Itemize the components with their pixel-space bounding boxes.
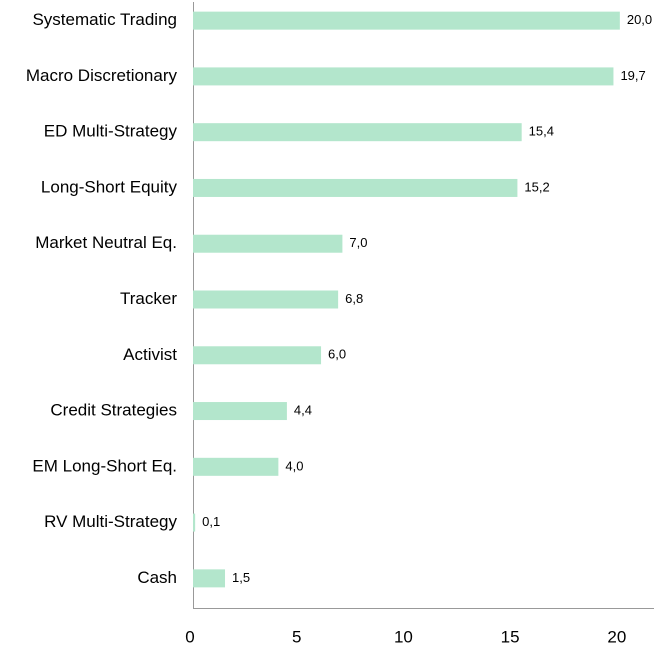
x-tick-label: 15: [501, 627, 520, 646]
bar: [193, 569, 226, 588]
x-tick-label: 20: [607, 627, 626, 646]
bar: [193, 290, 339, 309]
bar: [193, 67, 614, 86]
category-label: Long-Short Equity: [41, 177, 178, 196]
category-label: Activist: [123, 345, 177, 364]
bar: [193, 178, 518, 197]
x-tick-label: 10: [394, 627, 413, 646]
category-label: ED Multi-Strategy: [44, 122, 178, 141]
bar: [193, 234, 343, 253]
value-label: 20,0: [627, 12, 652, 27]
category-label: Market Neutral Eq.: [35, 233, 177, 252]
category-label: Credit Strategies: [50, 401, 177, 420]
bar: [193, 457, 279, 476]
value-label: 6,8: [345, 291, 363, 306]
bar: [193, 402, 287, 421]
value-label: 15,4: [529, 124, 554, 139]
value-label: 6,0: [328, 347, 346, 362]
x-tick-label: 0: [185, 627, 194, 646]
category-label: EM Long-Short Eq.: [32, 456, 177, 475]
bar: [193, 346, 322, 365]
bar: [193, 123, 522, 142]
value-label: 4,4: [294, 402, 312, 417]
category-label: RV Multi-Strategy: [44, 512, 177, 531]
x-tick-label: 5: [292, 627, 301, 646]
category-label: Cash: [137, 568, 177, 587]
value-label: 15,2: [524, 179, 549, 194]
bar: [193, 11, 620, 30]
category-label: Macro Discretionary: [26, 66, 178, 85]
value-label: 19,7: [620, 68, 645, 83]
value-label: 1,5: [232, 570, 250, 585]
value-label: 4,0: [285, 458, 303, 473]
category-label: Systematic Trading: [32, 10, 177, 29]
category-label: Tracker: [120, 289, 177, 308]
value-label: 0,1: [202, 514, 220, 529]
value-label: 7,0: [349, 235, 367, 250]
bar: [193, 513, 196, 532]
